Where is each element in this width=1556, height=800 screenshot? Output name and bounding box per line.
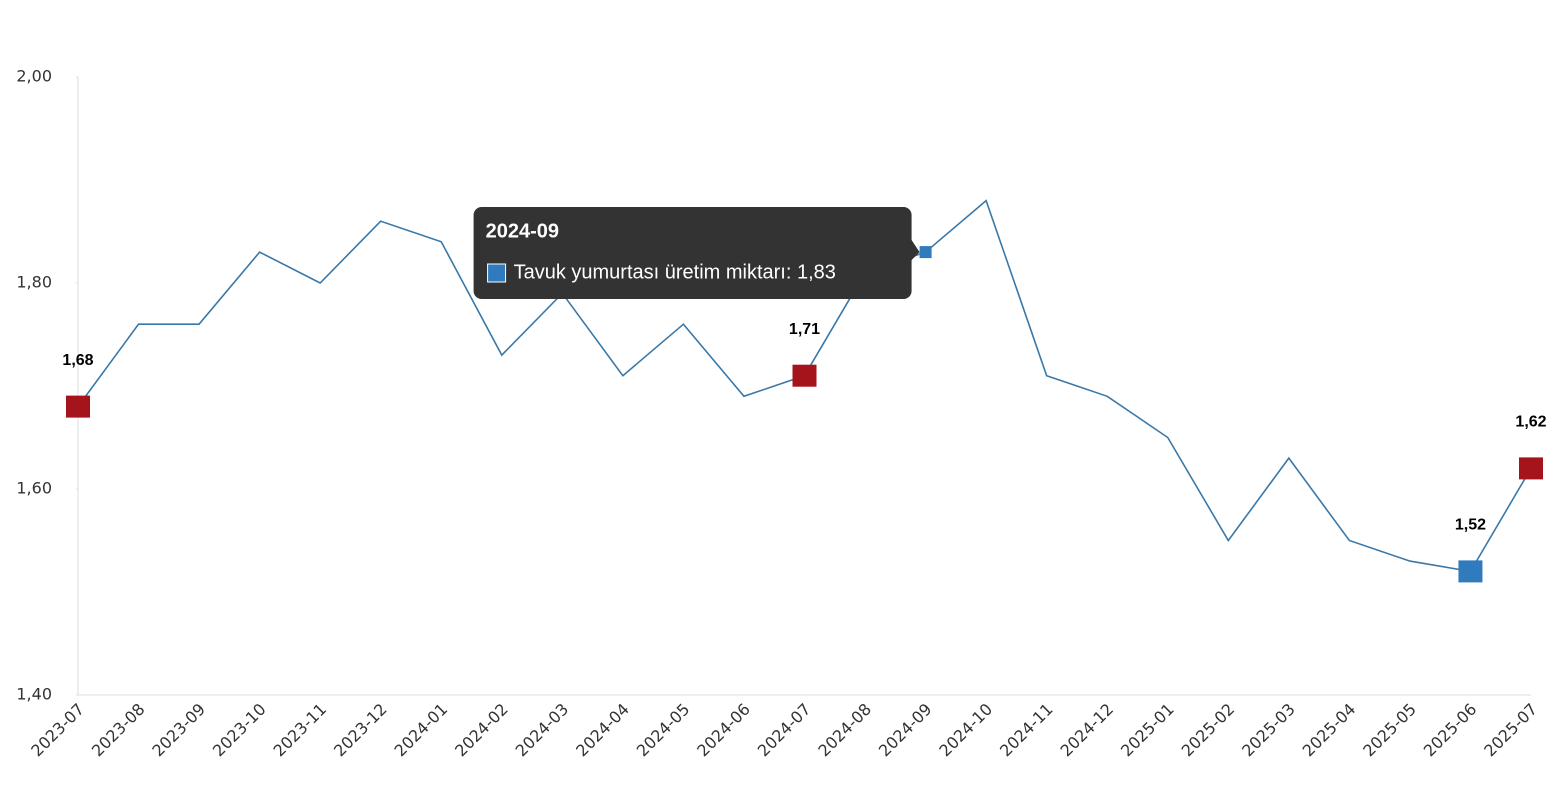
x-tick-label: 2025-02 [1178,700,1239,761]
data-label: 1,68 [62,352,93,369]
y-tick-label: 1,80 [16,273,52,292]
x-tick-label: 2023-12 [330,700,391,761]
marker [1519,457,1543,480]
x-tick-label: 2025-05 [1359,700,1420,761]
marker [792,364,817,387]
x-tick-label: 2023-07 [27,700,88,761]
x-tick-label: 2024-05 [633,700,694,761]
x-tick-label: 2025-04 [1299,700,1360,761]
x-tick-label: 2024-10 [935,700,996,761]
x-tick-label: 2023-09 [148,700,209,761]
x-tick-label: 2025-03 [1238,700,1299,761]
x-tick-label: 2024-01 [391,700,452,761]
x-tick-label: 2023-11 [269,700,330,761]
x-tick-label: 2023-08 [88,700,149,761]
tooltip-swatch [487,263,507,283]
hover-marker [919,246,932,259]
x-tick-label: 2024-02 [451,700,512,761]
x-tick-label: 2024-11 [996,700,1057,761]
tooltip-title: 2024-09 [486,220,559,242]
x-tick-label: 2024-12 [1057,700,1118,761]
x-tick-label: 2025-07 [1480,700,1541,761]
y-tick-label: 1,60 [16,479,52,498]
x-tick-label: 2025-01 [1117,700,1178,761]
x-tick-label: 2024-07 [754,700,815,761]
tooltip-box [473,207,912,299]
x-tick-label: 2024-03 [512,700,573,761]
x-tick-label: 2025-06 [1420,700,1481,761]
x-tick-label: 2024-09 [875,700,936,761]
tooltip-pointer [909,237,920,262]
tooltip-text: Tavuk yumurtası üretim miktarı: 1,83 [514,261,836,283]
x-tick-label: 2024-04 [572,700,633,761]
y-tick-label: 1,40 [16,685,52,704]
data-label: 1,52 [1455,517,1486,534]
data-label: 1,62 [1515,414,1546,431]
x-tick-label: 2023-10 [209,700,270,761]
marker [66,395,90,418]
tooltip: 2024-09 Tavuk yumurtası üretim miktarı: 1… [473,207,920,299]
x-tick-label: 2024-08 [814,700,875,761]
x-tick-label: 2024-06 [693,700,754,761]
data-label: 1,71 [789,321,820,338]
y-tick-label: 2,00 [16,67,52,86]
marker [1458,560,1483,583]
